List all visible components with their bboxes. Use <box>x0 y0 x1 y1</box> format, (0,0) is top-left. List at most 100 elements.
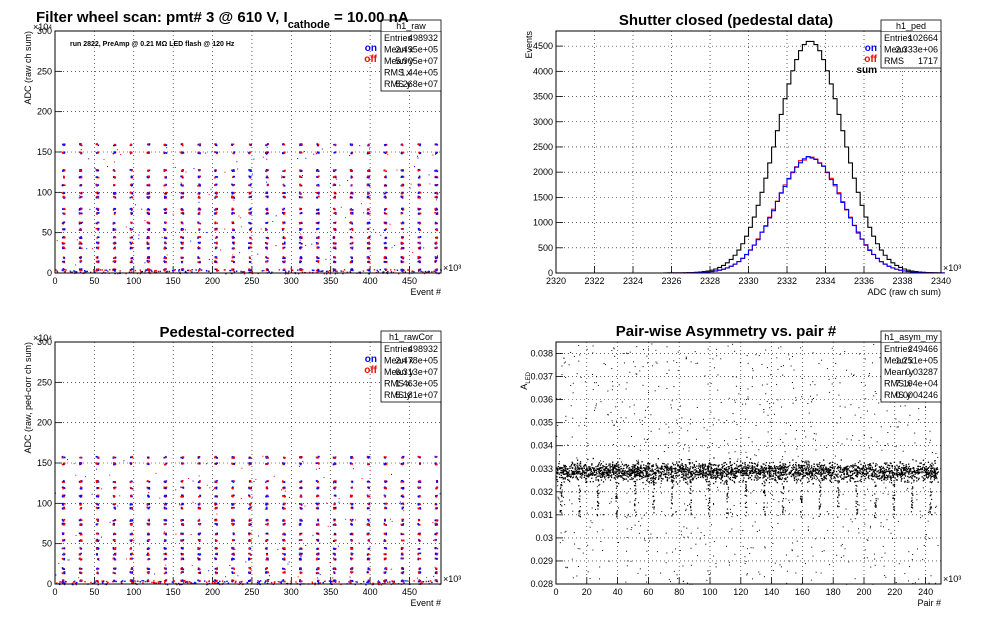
data-point <box>334 494 336 497</box>
data-point <box>119 270 121 272</box>
data-point <box>210 188 212 190</box>
data-point <box>148 257 150 260</box>
data-point <box>299 196 302 199</box>
data-point <box>350 192 353 194</box>
data-point <box>197 568 200 571</box>
data-point <box>350 236 352 239</box>
data-point <box>97 269 100 272</box>
data-point <box>316 462 318 465</box>
data-point <box>214 580 216 583</box>
data-point <box>385 151 388 153</box>
data-point <box>113 193 115 195</box>
data-point <box>130 169 133 172</box>
data-point <box>383 539 386 541</box>
data-point <box>385 170 387 173</box>
data-point <box>70 271 72 273</box>
data-point <box>400 487 403 490</box>
data-point <box>131 553 134 555</box>
data-point <box>368 169 370 171</box>
data-point <box>422 271 424 273</box>
data-point <box>419 268 421 271</box>
plot-frame <box>54 30 442 274</box>
data-point <box>113 462 115 464</box>
data-point <box>214 260 217 263</box>
data-point <box>384 487 386 490</box>
data-point <box>61 494 64 497</box>
data-point <box>197 151 200 154</box>
y-tick-label: 0 <box>47 268 52 278</box>
data-point <box>301 507 303 510</box>
data-point <box>302 268 304 271</box>
data-point <box>129 571 132 573</box>
data-point <box>368 540 370 542</box>
data-point <box>417 183 420 186</box>
data-point <box>298 539 301 541</box>
data-point <box>332 184 335 187</box>
data-point <box>317 175 319 178</box>
data-point <box>134 269 137 272</box>
data-point <box>317 144 319 147</box>
data-point <box>232 247 235 249</box>
data-point <box>334 228 337 230</box>
data-point <box>97 236 100 239</box>
data-point <box>63 487 65 489</box>
data-point <box>184 270 187 273</box>
data-point <box>148 568 151 571</box>
data-point <box>333 481 335 483</box>
data-point <box>248 191 250 194</box>
data-point <box>268 271 270 273</box>
data-point <box>249 487 251 490</box>
data-point <box>198 211 200 214</box>
data-point <box>113 533 115 535</box>
data-point <box>164 261 166 263</box>
data-point <box>334 222 337 224</box>
chart-rawcor: 0 50 100 150 200 250 300 350 400 4500501001502002… <box>23 324 461 608</box>
data-point <box>266 463 269 465</box>
data-point <box>315 558 318 560</box>
x-tick-label: 450 <box>402 587 417 597</box>
data-point <box>197 533 200 535</box>
data-point <box>130 242 133 245</box>
data-point <box>383 456 386 458</box>
data-point <box>112 247 115 250</box>
stats-label: RMS y <box>384 79 412 89</box>
data-point <box>181 519 184 521</box>
data-point <box>114 503 117 505</box>
data-point <box>62 212 64 215</box>
data-point <box>164 456 167 459</box>
data-point <box>131 507 134 509</box>
data-point <box>79 480 82 483</box>
data-point <box>400 151 403 154</box>
data-point <box>248 184 250 187</box>
data-point <box>56 240 58 242</box>
data-point <box>214 522 217 525</box>
data-point <box>63 568 65 570</box>
data-point <box>191 269 193 271</box>
data-point <box>233 175 235 178</box>
data-point <box>284 260 286 263</box>
data-point <box>300 269 303 271</box>
data-point <box>164 547 166 550</box>
data-point <box>63 503 66 505</box>
data-point <box>80 149 82 151</box>
data-point <box>62 456 64 459</box>
data-point <box>163 192 166 195</box>
data-point <box>231 547 233 550</box>
data-point <box>131 487 133 490</box>
data-point <box>402 256 405 259</box>
data-point <box>165 257 167 260</box>
data-point <box>436 211 439 214</box>
data-point <box>389 223 391 225</box>
data-point <box>300 256 302 259</box>
data-point <box>113 540 116 542</box>
data-point <box>131 455 133 458</box>
data-point <box>408 272 411 275</box>
data-point <box>367 272 370 275</box>
data-point <box>148 151 151 154</box>
data-point <box>113 222 116 224</box>
data-point <box>299 518 302 521</box>
data-point <box>299 256 302 259</box>
data-point <box>163 456 166 459</box>
data-point <box>131 261 133 264</box>
data-point <box>216 579 218 582</box>
